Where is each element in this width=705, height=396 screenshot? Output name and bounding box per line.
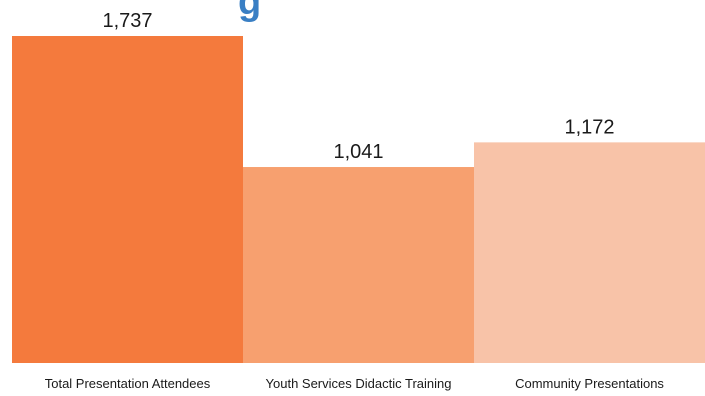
value-label-1: 1,737 (102, 10, 152, 32)
category-label-3: Community Presentations (515, 376, 664, 391)
value-label-2: 1,041 (333, 141, 383, 163)
value-labels-layer: 1,737 1,041 1,172 (102, 10, 614, 163)
category-labels-layer: Total Presentation Attendees Youth Servic… (45, 376, 665, 391)
bar-3 (474, 142, 705, 363)
bar-1 (12, 36, 243, 363)
value-label-3: 1,172 (564, 116, 614, 138)
chart-title-fragment: g (238, 0, 261, 23)
category-label-1: Total Presentation Attendees (45, 376, 211, 391)
category-label-2: Youth Services Didactic Training (266, 376, 452, 391)
bars-layer (12, 36, 705, 363)
bar-2 (243, 167, 474, 363)
